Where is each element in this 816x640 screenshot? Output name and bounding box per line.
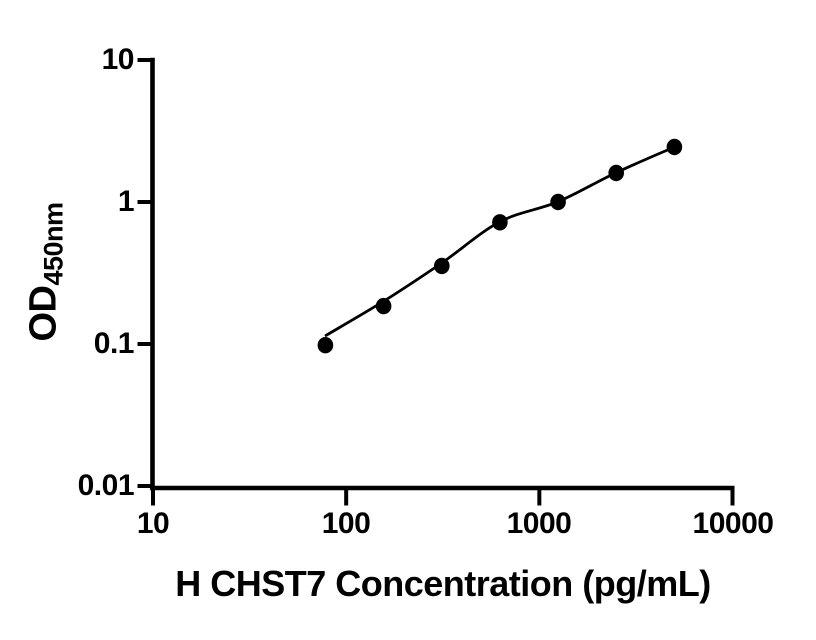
x-tick-label-10000: 10000 <box>692 507 774 540</box>
data-point <box>666 138 683 156</box>
y-axis-title-main: OD <box>22 285 65 342</box>
y-tick-label-1: 1 <box>117 185 135 218</box>
data-point <box>550 193 566 211</box>
y-tick-label-10: 10 <box>101 43 135 76</box>
y-axis-title-subscript: 450nm <box>38 202 69 286</box>
y-axis-title: OD450nm <box>22 202 69 342</box>
data-point <box>317 337 334 354</box>
x-axis-title: H CHST7 Concentration (pg/mL) <box>175 563 711 604</box>
data-point <box>375 297 392 315</box>
data-point <box>608 164 624 182</box>
x-tick-label-100: 100 <box>321 507 371 540</box>
x-tick-label-10: 10 <box>136 507 170 540</box>
y-tick-label-0.01: 0.01 <box>77 469 135 502</box>
data-point <box>492 214 508 231</box>
y-tick-label-0.1: 0.1 <box>93 327 135 360</box>
data-point <box>434 257 450 275</box>
x-tick-label-1000: 1000 <box>506 507 572 540</box>
